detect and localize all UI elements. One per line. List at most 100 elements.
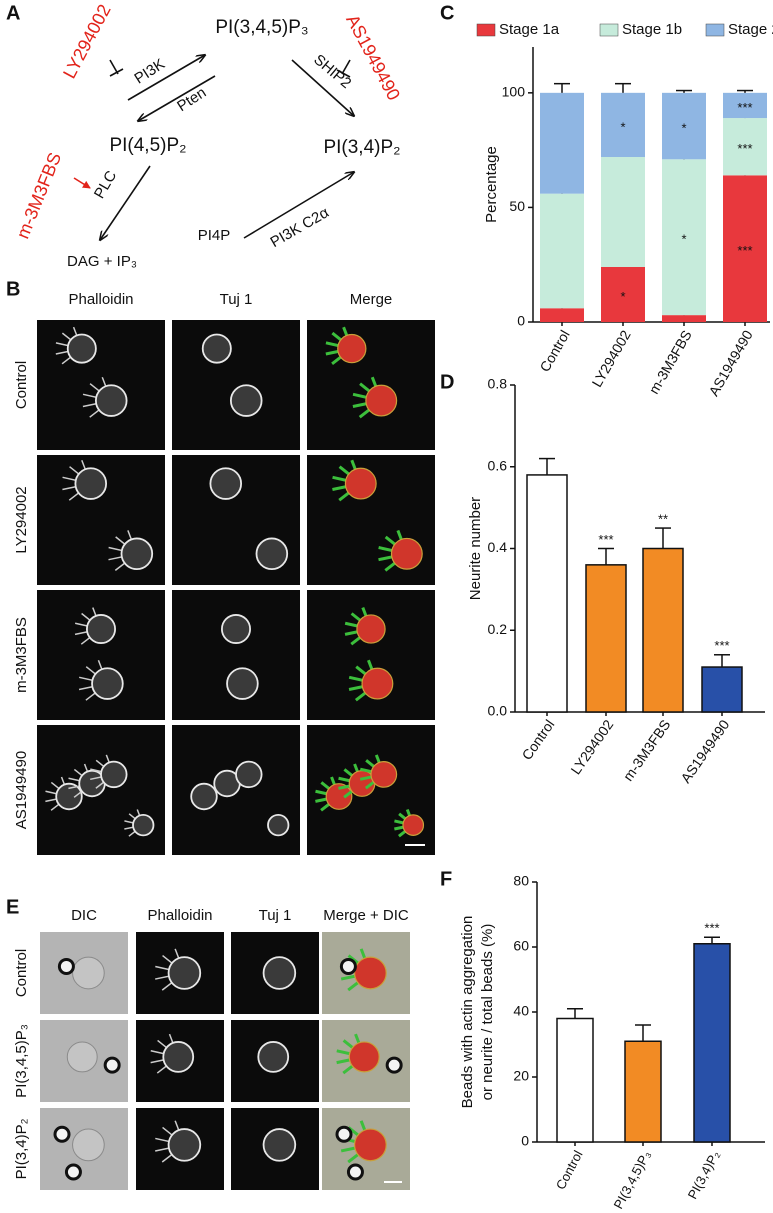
panel-label: C (440, 2, 454, 24)
cell (221, 614, 251, 644)
column-header: Phalloidin (147, 907, 212, 924)
significance-label: *** (737, 243, 752, 258)
bead (103, 1056, 121, 1074)
y-tick-label: 0.0 (488, 703, 508, 719)
x-tick-label: m-3M3FBS (620, 717, 674, 784)
micrograph (40, 932, 128, 1014)
arrow (100, 165, 151, 240)
significance-label: *** (737, 100, 752, 115)
node-label: PI(3,4)P₂ (323, 137, 400, 158)
row-label: AS1949490 (13, 751, 30, 829)
bar-segment (601, 157, 645, 267)
bead (335, 1125, 353, 1143)
enzyme-label: PI3K C2α (268, 204, 333, 251)
micrograph (172, 725, 300, 855)
bar-segment (662, 92, 706, 160)
cell (86, 614, 116, 644)
row-label: Control (13, 949, 30, 997)
column-header: Tuj 1 (259, 907, 292, 924)
cell (209, 467, 243, 500)
y-tick-label: 0.4 (488, 539, 508, 555)
micrograph (40, 1020, 128, 1102)
bead (53, 1125, 71, 1143)
bar (642, 547, 684, 713)
micrograph-background (37, 590, 165, 720)
y-tick-label: 0.6 (488, 457, 508, 473)
enzyme-label: PLC (91, 168, 120, 202)
cell (348, 1041, 380, 1073)
row-label: Control (13, 361, 30, 409)
bar-segment (540, 193, 584, 309)
significance-label: * (681, 121, 686, 136)
cell (66, 1041, 98, 1073)
x-tick-label: Control (518, 717, 557, 763)
legend-label: Stage 1b (622, 21, 682, 38)
inhibition-symbol (336, 59, 351, 78)
cell (55, 782, 83, 811)
cell (229, 384, 263, 417)
legend-swatch (599, 23, 619, 37)
bar-segment (662, 315, 706, 322)
enzyme-label: Pten (174, 84, 209, 115)
cell (337, 333, 367, 364)
bead (339, 957, 357, 975)
legend-label: Stage 2 (728, 21, 773, 38)
cell (190, 782, 218, 811)
bead (57, 957, 75, 975)
micrograph (322, 1108, 410, 1190)
micrograph (307, 590, 435, 720)
arrow (73, 177, 91, 189)
activator-label: m-3M3FBS (13, 150, 66, 242)
inhibitor-label: LY294002 (59, 1, 115, 82)
cell (365, 384, 398, 417)
micrograph (172, 455, 300, 585)
y-tick-label: 60 (513, 938, 529, 954)
significance-label: *** (598, 532, 613, 547)
row-label: PI(3,4,5)P₃ (13, 1024, 30, 1098)
bar-segment (723, 118, 767, 176)
bead (64, 1163, 82, 1181)
column-header: Phalloidin (68, 291, 133, 308)
row-label: PI(3,4)P₂ (13, 1118, 30, 1179)
micrograph (307, 725, 435, 855)
micrograph-background (172, 590, 300, 720)
pathway-diagram: PI(3,4,5)P₃ PI(4,5)P₂ PI(3,4)P₂ DAG + IP… (13, 1, 404, 270)
cell (255, 537, 289, 571)
y-tick-label: 80 (513, 873, 529, 889)
bar (701, 666, 743, 713)
cell (356, 614, 386, 644)
inhibition-symbol (109, 59, 124, 77)
micrograph-background (307, 320, 435, 450)
micrograph (322, 1020, 410, 1102)
x-tick-label: PI(3,4)P₂ (685, 1148, 723, 1202)
significance-label: *** (714, 638, 729, 653)
significance-label: ** (658, 512, 668, 527)
cell (162, 1041, 195, 1073)
cell (132, 813, 155, 837)
cell (100, 760, 128, 789)
y-tick-label: 0.2 (488, 621, 508, 637)
panel-label: A (6, 2, 20, 24)
cell (72, 1128, 105, 1162)
y-axis-label: Percentage (483, 146, 500, 223)
y-tick-label: 0.8 (488, 376, 508, 392)
column-header: Merge + DIC (323, 907, 409, 924)
significance-label: * (681, 232, 686, 247)
significance-label: * (620, 289, 625, 304)
cell (235, 760, 263, 789)
bar (624, 1040, 662, 1143)
cell (91, 667, 124, 700)
enzyme-label: SHIP2 (310, 51, 354, 92)
cell (267, 813, 290, 837)
panel-label: F (440, 868, 452, 890)
y-axis-label: Beads with actin aggregation (459, 916, 476, 1109)
micrograph (37, 590, 165, 720)
cell (344, 467, 377, 500)
bar-segment (540, 308, 584, 322)
micrograph (231, 1108, 319, 1190)
cell (370, 761, 398, 788)
cell (167, 956, 202, 990)
y-tick-label: 40 (513, 1003, 529, 1019)
column-header: Merge (350, 291, 393, 308)
